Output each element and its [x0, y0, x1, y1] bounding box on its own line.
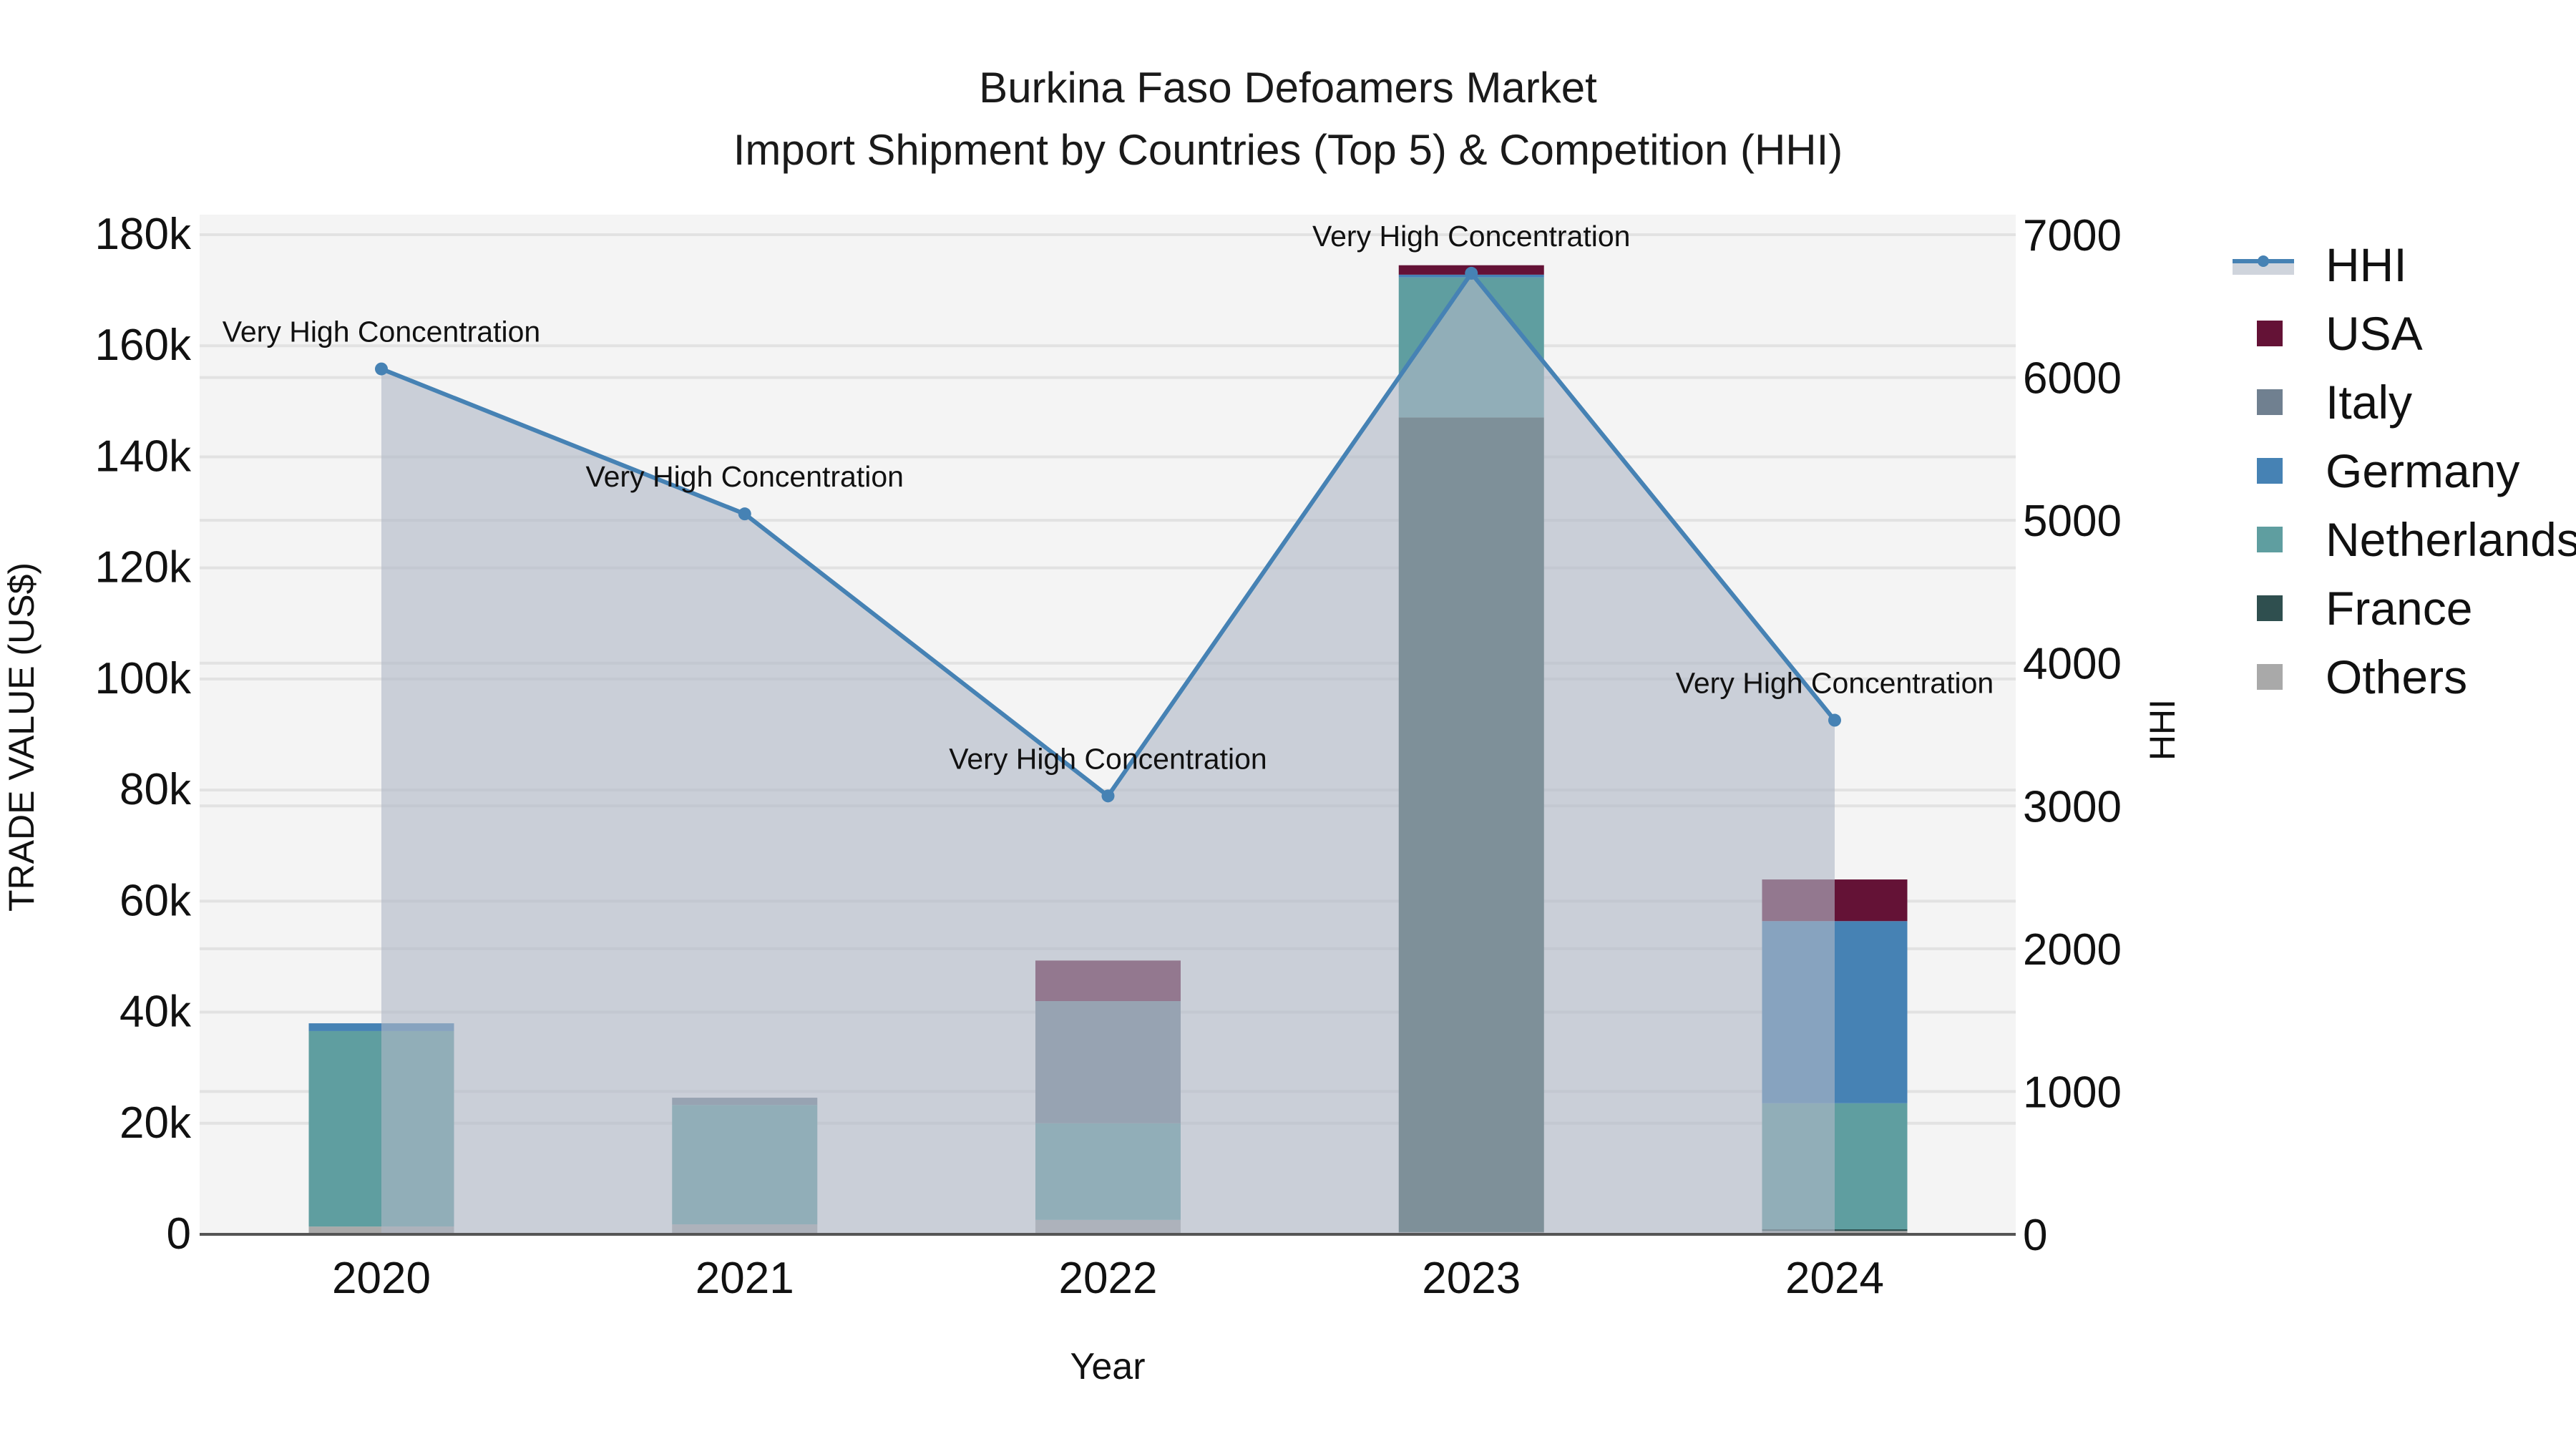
y2-tick-label: 2000 [2023, 925, 2122, 975]
legend-label: HHI [2326, 238, 2407, 291]
y-tick-label: 140k [95, 431, 192, 481]
legend-label: Others [2326, 650, 2468, 703]
y-tick-label: 20k [119, 1098, 192, 1148]
y2-tick-label: 7000 [2023, 211, 2122, 260]
y-tick-label: 120k [95, 543, 192, 592]
legend-label: USA [2326, 307, 2423, 360]
hhi-point[interactable] [1465, 266, 1478, 280]
x-tick-label: 2021 [696, 1254, 794, 1303]
y-axis-title: TRADE VALUE (US$) [1, 562, 42, 912]
y2-tick-label: 5000 [2023, 497, 2122, 546]
chart-title: Burkina Faso Defoamers Market [979, 64, 1597, 112]
y2-axis-title: HHI [2142, 698, 2182, 761]
y-tick-label: 160k [95, 321, 192, 370]
hhi-point[interactable] [1101, 789, 1115, 803]
hhi-annotation: Very High Concentration [1312, 220, 1630, 253]
legend-label: France [2326, 582, 2473, 635]
legend-swatch-icon [2257, 664, 2283, 690]
legend: HHI USA Italy Germany Netherlands France Other… [2233, 230, 2576, 711]
legend-swatch-icon [2257, 527, 2283, 552]
legend-swatch-icon [2257, 595, 2283, 621]
y-tick-label: 40k [119, 987, 192, 1037]
y-tick-label: 60k [119, 876, 192, 925]
x-tick-label: 2024 [1785, 1254, 1884, 1303]
y2-tick-label: 3000 [2023, 782, 2122, 831]
x-tick-label: 2022 [1059, 1254, 1158, 1303]
y2-tick-label: 0 [2023, 1211, 2047, 1260]
hhi-point[interactable] [375, 362, 388, 376]
legend-swatch-icon [2257, 389, 2283, 415]
legend-label: Germany [2326, 444, 2520, 497]
legend-item-hhi[interactable]: HHI [2233, 230, 2576, 299]
y2-tick-label: 4000 [2023, 640, 2122, 689]
legend-label: Italy [2326, 376, 2413, 429]
legend-swatch-icon [2257, 458, 2283, 484]
legend-swatch-icon [2257, 321, 2283, 346]
x-tick-label: 2023 [1422, 1254, 1521, 1303]
y-tick-label: 180k [95, 210, 192, 259]
hhi-point[interactable] [738, 507, 751, 521]
legend-label: Netherlands [2326, 513, 2576, 566]
legend-item-italy[interactable]: Italy [2233, 368, 2576, 436]
hhi-point[interactable] [1828, 713, 1841, 727]
legend-item-usa[interactable]: USA [2233, 299, 2576, 368]
y-tick-label: 100k [95, 654, 192, 703]
hhi-annotation: Very High Concentration [223, 316, 540, 348]
hhi-annotation: Very High Concentration [949, 742, 1267, 775]
chart-subtitle: Import Shipment by Countries (Top 5) & C… [733, 126, 1843, 174]
x-tick-label: 2020 [332, 1254, 431, 1303]
y2-tick-label: 6000 [2023, 354, 2122, 404]
x-axis-title: Year [1070, 1346, 1146, 1387]
legend-item-germany[interactable]: Germany [2233, 436, 2576, 505]
y-tick-label: 0 [167, 1209, 191, 1259]
hhi-annotation: Very High Concentration [586, 460, 904, 493]
line-marker-icon [2233, 250, 2294, 279]
hhi-annotation: Very High Concentration [1676, 667, 1994, 700]
legend-item-others[interactable]: Others [2233, 643, 2576, 711]
hhi-area [381, 273, 1835, 1234]
legend-item-france[interactable]: France [2233, 574, 2576, 643]
y2-tick-label: 1000 [2023, 1068, 2122, 1117]
legend-item-netherlands[interactable]: Netherlands [2233, 505, 2576, 574]
y-tick-label: 80k [119, 765, 192, 814]
